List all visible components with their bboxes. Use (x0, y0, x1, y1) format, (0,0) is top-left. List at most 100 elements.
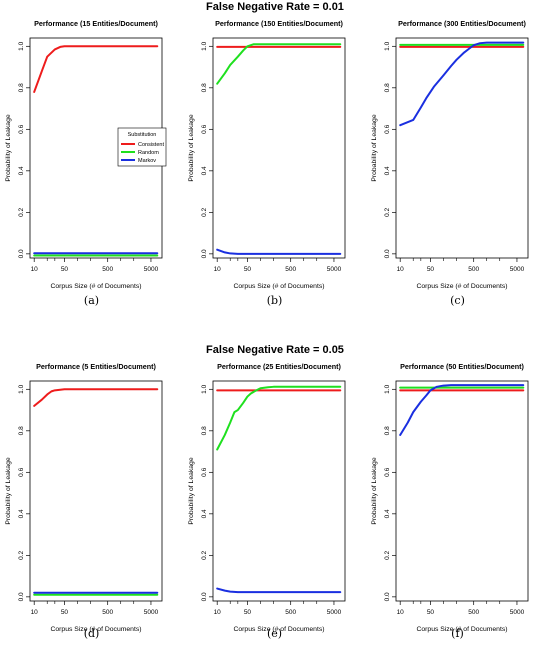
y-tick-label: 0.2 (201, 207, 208, 216)
x-axis-label: Corpus Size (# of Documents) (233, 626, 324, 633)
panel-label-c: (c) (450, 294, 465, 307)
plot-frame (212, 380, 346, 602)
y-tick-label: 1.0 (384, 41, 391, 50)
y-tick-label: 0.6 (384, 124, 391, 133)
y-tick-label: 0.2 (201, 550, 208, 559)
y-tick-label: 0.6 (384, 467, 391, 476)
legend-label-consistent: Consistent (138, 142, 164, 148)
x-axis-label: Corpus Size (# of Documents) (416, 626, 507, 633)
plot-frame (29, 380, 163, 602)
x-tick-label: 50 (244, 266, 252, 273)
x-tick-label: 5000 (510, 609, 525, 616)
x-tick-label: 50 (61, 266, 69, 273)
x-tick-label: 5000 (327, 609, 342, 616)
x-tick-label: 10 (397, 266, 405, 273)
chart-panel-3: Performance (5 Entities/Document) 0.0 0.2 0… (5, 362, 163, 633)
x-tick-label: 500 (468, 609, 479, 616)
y-tick-label: 0.6 (18, 124, 25, 133)
y-tick-label: 0.0 (384, 249, 391, 258)
panel-label-a: (a) (83, 294, 100, 307)
x-tick-label: 10 (214, 266, 222, 273)
x-tick-label: 10 (31, 266, 39, 273)
chart-title: Performance (50 Entities/Document) (400, 362, 524, 371)
y-tick-label: 0.8 (201, 426, 208, 435)
x-tick-label: 5000 (510, 266, 525, 273)
y-axis-label: Probability of Leakage (188, 457, 195, 524)
legend-label-markov: Markov (138, 158, 156, 164)
chart-panel-4: Performance (25 Entities/Document) 0.0 0.2… (188, 362, 346, 633)
y-tick-label: 0.0 (18, 592, 25, 601)
x-tick-label: 500 (285, 609, 296, 616)
chart-title: Performance (150 Entities/Document) (215, 19, 343, 28)
series-line-markov (399, 384, 525, 436)
y-tick-label: 0.2 (384, 550, 391, 559)
x-tick-label: 500 (285, 266, 296, 273)
y-tick-label: 0.2 (384, 207, 391, 216)
series-line-consistent (33, 388, 159, 407)
y-axis-label: Probability of Leakage (371, 457, 378, 524)
x-tick-label: 500 (468, 266, 479, 273)
chart-panel-0: Performance (15 Entities/Document) 0.0 0.2… (5, 19, 167, 290)
row-title-bottom: False Negative Rate = 0.05 (206, 344, 344, 356)
series-line-markov (216, 587, 342, 594)
chart-title: Performance (5 Entities/Document) (36, 362, 156, 371)
y-tick-label: 0.4 (18, 509, 25, 518)
chart-panel-5: Performance (50 Entities/Document) 0.0 0.2… (371, 362, 529, 633)
y-tick-label: 0.4 (18, 166, 25, 175)
x-tick-label: 500 (102, 609, 113, 616)
y-tick-label: 0.6 (201, 124, 208, 133)
x-tick-label: 10 (397, 609, 405, 616)
y-axis-label: Probability of Leakage (371, 114, 378, 181)
x-axis-label: Corpus Size (# of Documents) (416, 283, 507, 290)
y-tick-label: 0.4 (201, 166, 208, 175)
x-axis-label: Corpus Size (# of Documents) (50, 626, 141, 633)
panel-label-f: (f) (451, 627, 464, 640)
x-tick-label: 50 (61, 609, 69, 616)
series-line-consistent (33, 45, 159, 93)
plot-frame (395, 37, 529, 259)
chart-title: Performance (15 Entities/Document) (34, 19, 158, 28)
y-tick-label: 0.0 (201, 249, 208, 258)
y-tick-label: 0.4 (384, 509, 391, 518)
y-tick-label: 0.4 (384, 166, 391, 175)
y-tick-label: 0.0 (18, 249, 25, 258)
chart-panel-1: Performance (150 Entities/Document) 0.0 0.… (188, 19, 346, 290)
y-tick-label: 0.0 (384, 592, 391, 601)
panel-label-d: (d) (83, 627, 100, 640)
legend-label-random: Random (138, 150, 159, 156)
x-tick-label: 10 (214, 609, 222, 616)
y-axis-label: Probability of Leakage (5, 114, 12, 181)
y-tick-label: 1.0 (384, 384, 391, 393)
x-tick-label: 50 (427, 266, 435, 273)
chart-panel-2: Performance (300 Entities/Document) 0.0 0.… (371, 19, 529, 290)
panel-label-b: (b) (266, 294, 283, 307)
y-tick-label: 0.8 (18, 426, 25, 435)
plot-frame (212, 37, 346, 259)
y-tick-label: 0.2 (18, 207, 25, 216)
x-tick-label: 10 (31, 609, 39, 616)
series-line-markov (216, 248, 342, 255)
x-axis-label: Corpus Size (# of Documents) (233, 283, 324, 290)
y-tick-label: 0.8 (384, 426, 391, 435)
y-tick-label: 0.2 (18, 550, 25, 559)
chart-title: Performance (25 Entities/Document) (217, 362, 341, 371)
y-tick-label: 0.0 (201, 592, 208, 601)
y-tick-label: 1.0 (18, 384, 25, 393)
series-line-random (216, 385, 342, 451)
x-tick-label: 5000 (144, 266, 159, 273)
legend: Substitution Consistent Random Markov (117, 127, 167, 167)
y-axis-label: Probability of Leakage (5, 457, 12, 524)
x-tick-label: 50 (427, 609, 435, 616)
y-axis-label: Probability of Leakage (188, 114, 195, 181)
y-tick-label: 0.6 (201, 467, 208, 476)
row-title-top: False Negative Rate = 0.01 (206, 1, 344, 13)
y-tick-label: 0.8 (201, 83, 208, 92)
y-tick-label: 0.8 (18, 83, 25, 92)
chart-title: Performance (300 Entities/Document) (398, 19, 526, 28)
panel-label-e: (e) (266, 627, 283, 640)
series-line-random (216, 43, 342, 85)
y-tick-label: 0.6 (18, 467, 25, 476)
y-tick-label: 1.0 (18, 41, 25, 50)
